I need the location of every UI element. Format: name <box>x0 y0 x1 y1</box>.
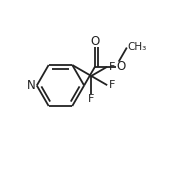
Text: N: N <box>27 79 36 92</box>
Text: O: O <box>116 60 125 73</box>
Text: F: F <box>109 80 115 90</box>
Text: F: F <box>109 62 115 72</box>
Text: O: O <box>91 35 100 48</box>
Text: F: F <box>88 94 94 104</box>
Text: CH₃: CH₃ <box>128 42 147 52</box>
